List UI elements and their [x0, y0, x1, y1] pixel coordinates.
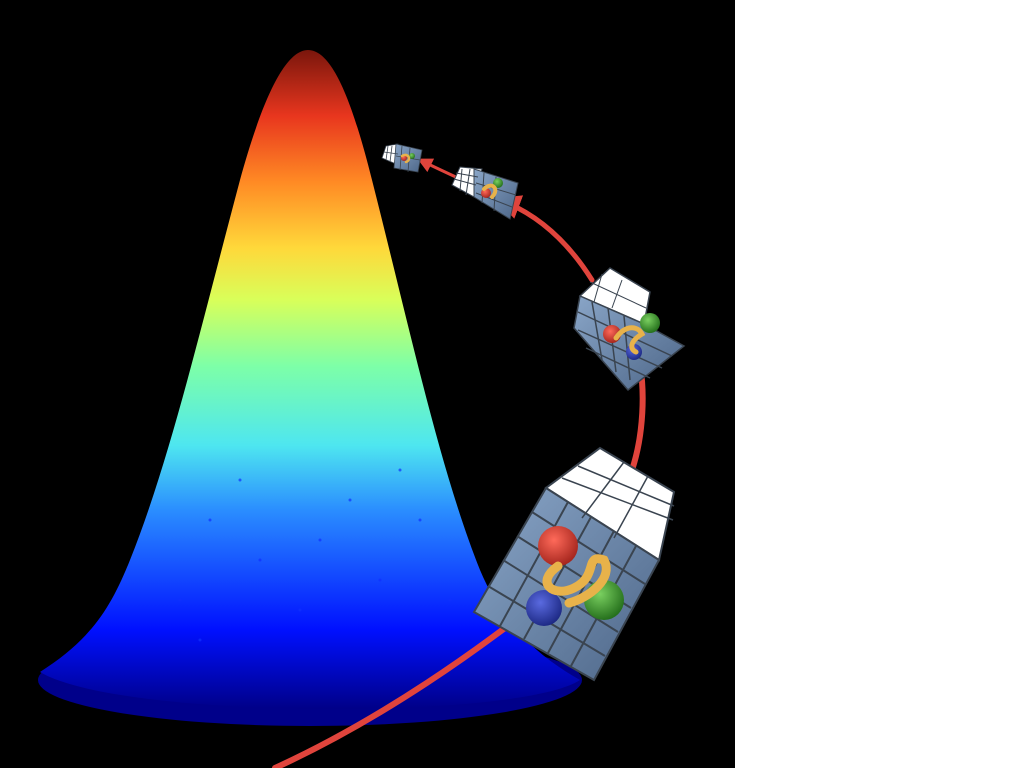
bell-distribution [38, 50, 582, 726]
cell-block-small [451, 166, 519, 220]
cell-block-tiny [381, 143, 423, 173]
block-front-face [472, 486, 661, 682]
cell-block-medium [573, 267, 686, 392]
molecule-medium [603, 313, 660, 360]
arrow-4 [417, 158, 460, 180]
distribution-surface [40, 50, 580, 710]
molecule-small [481, 178, 503, 199]
cell-block-large [472, 446, 676, 682]
distribution-speckle [178, 468, 452, 642]
block-front-face [573, 294, 686, 392]
molecule-large [526, 526, 624, 626]
molecule-tiny [400, 153, 415, 164]
